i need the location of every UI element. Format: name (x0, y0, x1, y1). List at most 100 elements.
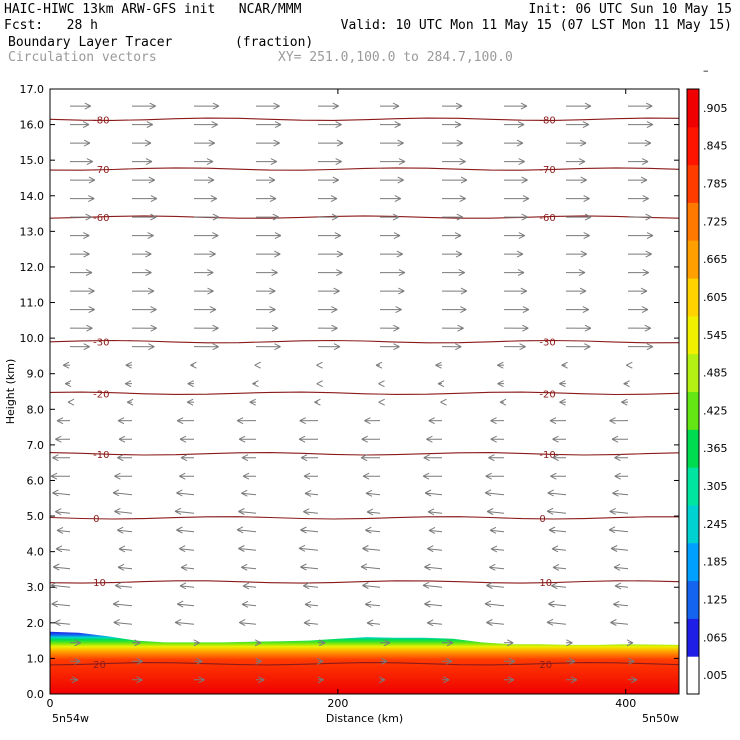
circulation-vector-arrow (497, 380, 505, 388)
circulation-vector-arrow (316, 361, 323, 369)
y-tick-label: 12.0 (20, 261, 45, 274)
circulation-vector-arrow (626, 361, 633, 369)
circulation-vector-arrow (379, 139, 404, 147)
circulation-vector-arrow (317, 676, 324, 684)
x-tick-label: 200 (327, 697, 348, 710)
colorbar-swatch (687, 89, 699, 128)
circulation-vector-arrow (611, 435, 629, 443)
x-tick-label: 400 (615, 697, 636, 710)
circulation-vector-arrow (174, 507, 195, 515)
circulation-vector-arrow (64, 380, 72, 388)
circulation-vector-arrow (255, 676, 265, 684)
circulation-vector-arrow (176, 600, 195, 608)
circulation-vector-arrow (113, 618, 133, 626)
x-tick-label: 0 (47, 697, 54, 710)
cross-section-endpoints: XY= 251.0,100.0 to 284.7,100.0 (278, 50, 513, 65)
circulation-vector-arrow (380, 158, 406, 166)
circulation-vector-arrow (627, 324, 652, 332)
circulation-vector-arrow (317, 232, 342, 240)
circulation-vector-arrow (194, 158, 214, 166)
circulation-vector-arrow (608, 526, 629, 534)
temperature-contour-label: -60 (539, 213, 555, 224)
circulation-vector-arrow (255, 250, 281, 258)
circulation-vector-arrow (379, 343, 400, 351)
circulation-vector-arrow (548, 526, 567, 534)
circulation-vector-arrow (193, 639, 200, 647)
colorbar-label: – (703, 64, 709, 77)
circulation-vector-arrow (437, 380, 445, 388)
circulation-vector-arrow (565, 195, 590, 203)
circulation-vector-arrow (565, 176, 587, 184)
circulation-vector-arrow (503, 102, 528, 110)
circulation-vector-arrow (124, 380, 133, 388)
circulation-vector-arrow (69, 306, 95, 314)
circulation-vector-arrow (441, 121, 462, 129)
colorbar-swatch (687, 429, 699, 468)
temperature-contour-label: -20 (539, 389, 555, 400)
circulation-vector-arrow (565, 139, 587, 147)
circulation-vector-arrow (317, 195, 338, 203)
circulation-vector-arrow (366, 619, 381, 627)
circulation-vector-arrow (52, 454, 71, 462)
circulation-vector-arrow (362, 582, 381, 589)
circulation-vector-arrow (70, 158, 94, 166)
circulation-vector-arrow (317, 176, 340, 184)
temperature-contour-line (49, 452, 680, 456)
circulation-vector-arrow (255, 657, 262, 665)
circulation-vector-arrow (303, 508, 319, 516)
y-tick-label: 15.0 (20, 154, 45, 167)
circulation-vector-arrow (422, 472, 442, 480)
y-tick-label: 0.0 (27, 688, 45, 701)
circulation-vector-arrow (193, 250, 216, 258)
circulation-vector-arrow (484, 600, 505, 608)
circulation-vector-arrow (503, 139, 524, 147)
temperature-contour-label: -70 (539, 165, 555, 176)
circulation-vector-arrow (362, 472, 380, 480)
circulation-vector-arrow (131, 657, 143, 665)
circulation-vector-arrow (303, 619, 319, 627)
circulation-vector-arrow (55, 545, 71, 553)
circulation-vector-arrow (302, 582, 319, 590)
circulation-vector-arrow (379, 102, 400, 110)
circulation-vector-arrow (131, 139, 152, 147)
circulation-vector-arrow (317, 102, 339, 110)
circulation-vector-arrow (565, 232, 590, 240)
temperature-contour-label: 20 (93, 660, 106, 671)
circulation-vector-arrow (69, 195, 95, 203)
circulation-vector-arrow (379, 232, 401, 240)
circulation-vector-arrow (422, 581, 443, 589)
circulation-vector-arrow (69, 139, 91, 147)
temperature-contour-label: -30 (93, 338, 109, 349)
circulation-vector-arrow (117, 417, 133, 425)
circulation-vector-arrow (627, 657, 635, 665)
colorbar-swatch (687, 580, 699, 619)
circulation-vector-arrow (623, 380, 630, 388)
circulation-vector-arrow (255, 139, 280, 147)
circulation-vector-arrow (316, 380, 323, 388)
circulation-vector-arrow (317, 139, 344, 147)
circulation-vector-arrow (117, 454, 133, 462)
circulation-vector-arrow (186, 398, 195, 406)
circulation-vector-arrow (317, 324, 338, 332)
circulation-vector-arrow (242, 582, 257, 590)
circulation-vector-arrow (485, 472, 504, 480)
circulation-vector-arrow (238, 545, 257, 552)
circulation-vector-arrow (69, 343, 90, 351)
circulation-vector-arrow (441, 324, 464, 332)
colorbar-label: .125 (703, 594, 728, 607)
circulation-vector-arrow (441, 269, 466, 277)
circulation-vector-arrow (317, 306, 338, 314)
circulation-vector-arrow (300, 563, 319, 571)
circulation-vector-arrow (298, 544, 319, 552)
circulation-vector-arrow (114, 507, 133, 515)
colorbar-label: .845 (703, 140, 728, 153)
circulation-vector-arrow (238, 435, 257, 443)
circulation-vector-arrow (298, 435, 319, 443)
circulation-vector-arrow (303, 472, 318, 480)
circulation-vector-arrow (610, 619, 629, 626)
y-axis-label: Height (km) (4, 359, 17, 425)
circulation-vector-arrow (503, 306, 530, 314)
colorbar-label: .545 (703, 329, 728, 342)
circulation-vector-arrow (114, 582, 133, 590)
header-model: HAIC-HIWC 13km ARW-GFS init NCAR/MMM (4, 2, 302, 17)
